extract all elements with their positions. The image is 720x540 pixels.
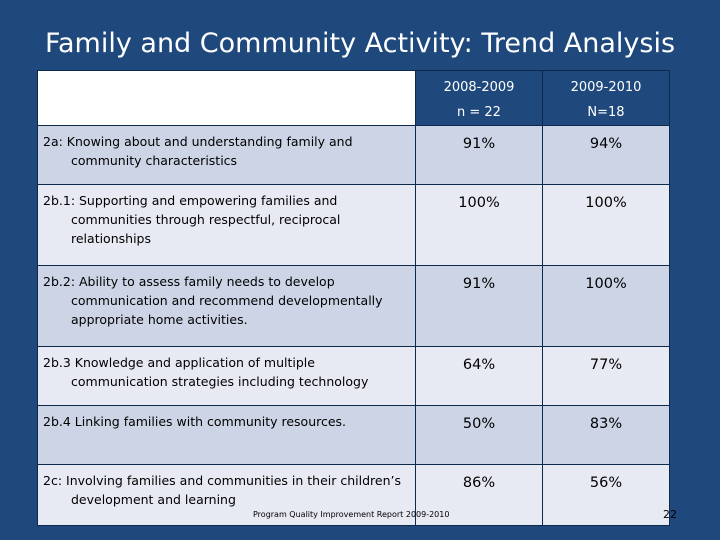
value-2009-2010: 83% xyxy=(542,405,670,465)
value-2009-2010: 100% xyxy=(542,265,670,347)
column-header-2008-2009: 2008-2009 n = 22 xyxy=(415,70,543,126)
value-2008-2009: 64% xyxy=(415,346,543,406)
column-header-2009-2010: 2009-2010 N=18 xyxy=(542,70,670,126)
table-row: 2b.2: Ability to assess family needs to … xyxy=(37,265,670,347)
value-2009-2010: 94% xyxy=(542,125,670,185)
value-2008-2009: 100% xyxy=(415,184,543,266)
column-year-label: 2008-2009 xyxy=(443,80,515,95)
page-title: Family and Community Activity: Trend Ana… xyxy=(44,28,676,59)
value-2009-2010: 100% xyxy=(542,184,670,266)
table-row: 2b.3 Knowledge and application of multip… xyxy=(37,346,670,406)
table-header-row: 2008-2009 n = 22 2009-2010 N=18 xyxy=(37,70,670,126)
header-blank-cell xyxy=(37,70,416,126)
row-label: 2b.2: Ability to assess family needs to … xyxy=(43,274,383,327)
row-label: 2a: Knowing about and understanding fami… xyxy=(43,134,353,168)
row-label-cell: 2b.4 Linking families with community res… xyxy=(37,405,416,465)
row-label: 2b.1: Supporting and empowering families… xyxy=(43,193,341,246)
row-label: 2b.4 Linking families with community res… xyxy=(43,414,347,429)
table-row: 2b.1: Supporting and empowering families… xyxy=(37,184,670,266)
value-2008-2009: 86% xyxy=(415,464,543,526)
row-label-cell: 2b.2: Ability to assess family needs to … xyxy=(37,265,416,347)
value-2009-2010: 77% xyxy=(542,346,670,406)
column-year-label: 2009-2010 xyxy=(570,80,642,95)
row-label-cell: 2c: Involving families and communities i… xyxy=(37,464,416,526)
column-n-label: n = 22 xyxy=(457,105,501,120)
row-label-cell: 2a: Knowing about and understanding fami… xyxy=(37,125,416,185)
row-label: 2c: Involving families and communities i… xyxy=(43,473,402,507)
row-label-cell: 2b.1: Supporting and empowering families… xyxy=(37,184,416,266)
value-2008-2009: 91% xyxy=(415,265,543,347)
value-2008-2009: 50% xyxy=(415,405,543,465)
table-row: 2a: Knowing about and understanding fami… xyxy=(37,125,670,185)
column-n-label: N=18 xyxy=(587,105,625,120)
report-footer: Program Quality Improvement Report 2009-… xyxy=(253,510,450,519)
value-2009-2010: 56% xyxy=(542,464,670,526)
row-label-cell: 2b.3 Knowledge and application of multip… xyxy=(37,346,416,406)
page-number: 22 xyxy=(663,508,677,521)
row-label: 2b.3 Knowledge and application of multip… xyxy=(43,355,369,389)
table-row: 2c: Involving families and communities i… xyxy=(37,464,670,526)
table-row: 2b.4 Linking families with community res… xyxy=(37,405,670,465)
value-2008-2009: 91% xyxy=(415,125,543,185)
trend-table: 2008-2009 n = 22 2009-2010 N=18 2a: Know… xyxy=(37,70,670,526)
